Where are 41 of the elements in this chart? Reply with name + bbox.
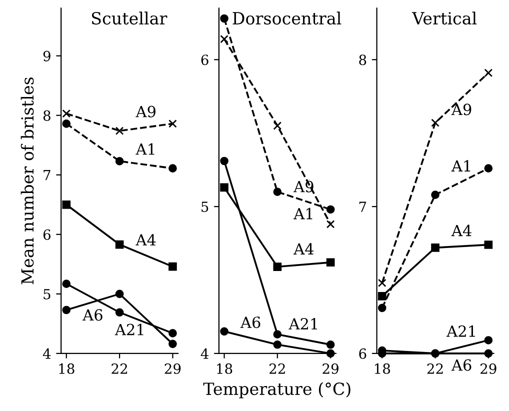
x-axis-title: Temperature (°C): [203, 382, 350, 398]
series-label: A9: [294, 180, 314, 192]
series-label: A4: [294, 243, 314, 254]
x-tick-label: 18: [374, 363, 390, 374]
series-label: A1: [136, 143, 154, 155]
y-tick-label: 5: [202, 202, 208, 212]
series-label: A4: [136, 234, 156, 246]
x-tick-label: 29: [164, 363, 181, 374]
series-label: A21: [114, 324, 144, 336]
y-tick-label: 6: [359, 348, 366, 359]
y-tick-label: 8: [359, 54, 366, 66]
series-label: A6: [451, 359, 472, 371]
series-label: A6: [240, 316, 260, 328]
y-tick-label: 7: [44, 170, 50, 180]
y-tick-label: 6: [43, 229, 50, 240]
x-tick-label: 29: [322, 363, 338, 374]
x-tick-label: 18: [59, 363, 74, 374]
series-label: A9: [451, 104, 472, 116]
x-tick-label: 22: [427, 363, 443, 374]
series-label: A1: [294, 208, 312, 220]
series-label: A9: [136, 106, 156, 118]
chart-title: Scutellar: [92, 12, 168, 25]
x-tick-label: 22: [112, 363, 128, 374]
y-tick-label: 7: [359, 202, 366, 212]
y-tick-label: 4: [200, 348, 209, 359]
y-axis-title: Mean number of bristles: [20, 77, 34, 284]
series-label: A1: [451, 160, 470, 172]
series-label: A6: [82, 309, 102, 321]
y-tick-label: 6: [201, 54, 208, 66]
x-tick-label: 18: [217, 363, 232, 374]
chart-title: Dorsocentral: [232, 12, 342, 25]
x-tick-label: 29: [480, 363, 496, 374]
series-label: A21: [288, 318, 318, 330]
series-label: A4: [451, 224, 472, 236]
x-tick-label: 22: [270, 363, 285, 374]
y-tick-label: 5: [44, 289, 50, 300]
chart-title: Vertical: [412, 12, 477, 25]
y-tick-label: 8: [43, 110, 50, 121]
y-tick-label: 9: [43, 50, 50, 62]
series-label: A21: [446, 325, 475, 337]
y-tick-label: 4: [42, 348, 51, 359]
